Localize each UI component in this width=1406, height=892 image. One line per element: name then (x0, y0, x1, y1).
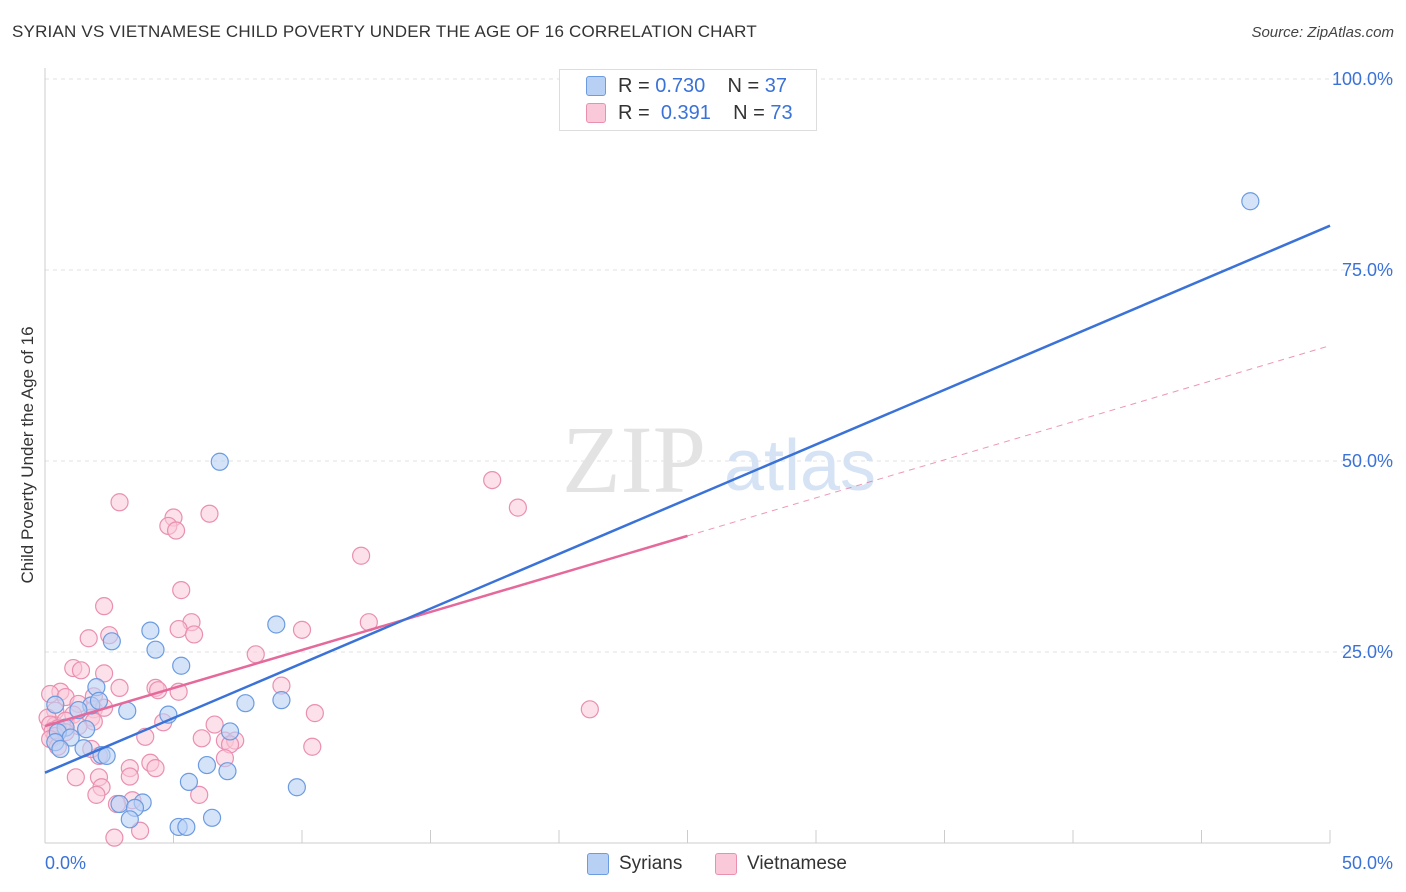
syrian-point (218, 762, 237, 781)
watermark: ZIP atlas (562, 406, 876, 513)
syrian-point (1241, 192, 1260, 211)
syrian-point (236, 694, 255, 713)
legend-item-syrians[interactable]: Syrians (587, 851, 682, 877)
vietnamese-point (71, 661, 91, 680)
trend-lines (44, 224, 1331, 774)
syrian-point (179, 772, 199, 791)
vietnamese-point (246, 645, 265, 664)
vietnamese-point (130, 821, 150, 840)
vietnamese-point (110, 493, 129, 512)
r-value: 0.730 (655, 74, 706, 97)
vietnamese-swatch (586, 103, 606, 123)
vietnamese-point (352, 546, 371, 565)
syrian-point (110, 794, 129, 814)
tick-labels: 100.0% 75.0% 50.0% 25.0% 0.0% 50.0% (45, 69, 1393, 873)
syrian-point (46, 695, 65, 714)
syrian-point (267, 615, 286, 634)
syrian-points (46, 192, 1260, 837)
vietnamese-point (190, 785, 209, 804)
chart-title: SYRIAN VS VIETNAMESE CHILD POVERTY UNDER… (12, 22, 757, 41)
syrian-trend-line (44, 224, 1331, 774)
vietnamese-point (95, 597, 114, 616)
syrian-point (202, 808, 222, 827)
legend-label-syrians: Syrians (619, 853, 683, 874)
syrian-point (120, 810, 139, 829)
vietnamese-point (508, 498, 527, 517)
syrian-point (197, 755, 217, 775)
vietnamese-point (120, 767, 139, 786)
n-value: 73 (770, 101, 793, 124)
syrian-point (177, 817, 196, 837)
vietnamese-trend-line (44, 534, 688, 728)
vietnamese-point (184, 625, 204, 644)
legend-label-vietnamese: Vietnamese (747, 853, 847, 874)
vietnamese-point (95, 664, 114, 683)
x-tick-label: 0.0% (45, 853, 86, 873)
vietnamese-trend-dashed (687, 345, 1331, 537)
n-label: N = (727, 74, 760, 97)
y-tick-label: 100.0% (1332, 69, 1393, 89)
vietnamese-point (146, 759, 165, 778)
syrian-point (89, 691, 109, 710)
vietnamese-point (303, 737, 322, 756)
syrian-point (287, 778, 306, 797)
syrian-point (141, 621, 160, 640)
y-tick-label: 25.0% (1342, 642, 1393, 662)
vietnamese-points (38, 471, 599, 847)
vietnamese-point (200, 504, 219, 523)
r-label: R = (618, 101, 650, 124)
vietnamese-point (169, 619, 188, 639)
vietnamese-point (305, 704, 324, 723)
vietnamese-point (105, 828, 124, 847)
syrian-point (172, 656, 191, 675)
syrian-point (272, 691, 291, 710)
correlation-legend: R = 0.730 N = 37 R = 0.391 N = 73 (559, 69, 817, 131)
vietnamese-point (192, 729, 211, 748)
watermark-atlas: atlas (724, 426, 876, 506)
vietnamese-point (87, 785, 106, 804)
legend-row-vietnamese: R = 0.391 N = 73 (586, 101, 793, 125)
r-label: R = (618, 74, 650, 97)
x-tick-label: 50.0% (1342, 853, 1393, 873)
y-axis-label: Child Poverty Under the Age of 16 (18, 326, 37, 584)
r-value: 0.391 (660, 101, 711, 124)
vietnamese-point (580, 700, 599, 719)
syrian-point (118, 701, 137, 720)
vietnamese-point (483, 471, 502, 490)
vietnamese-point (79, 629, 98, 648)
y-tick-label: 50.0% (1342, 451, 1393, 471)
n-label: N = (733, 101, 765, 124)
y-tick-label: 75.0% (1342, 260, 1393, 280)
legend-item-vietnamese[interactable]: Vietnamese (715, 851, 847, 877)
syrian-point (210, 452, 229, 471)
syrian-point (77, 720, 96, 739)
n-value: 37 (764, 74, 788, 97)
legend-row-syrians: R = 0.730 N = 37 (586, 74, 787, 98)
vietnamese-point (172, 581, 191, 600)
vietnamese-swatch (715, 853, 737, 875)
source-label: Source: ZipAtlas.com (1251, 24, 1394, 41)
vietnamese-point (292, 620, 312, 639)
watermark-zip: ZIP (562, 406, 706, 513)
vietnamese-point (110, 678, 129, 698)
vietnamese-point (66, 768, 85, 787)
syrian-point (220, 722, 240, 741)
syrians-swatch (587, 853, 609, 875)
syrians-swatch (586, 76, 606, 96)
vietnamese-point (205, 715, 224, 734)
syrian-point (102, 632, 121, 651)
syrian-point (146, 640, 165, 659)
vietnamese-point (166, 521, 186, 540)
grid-lines (45, 78, 1393, 653)
syrian-point (51, 739, 70, 759)
